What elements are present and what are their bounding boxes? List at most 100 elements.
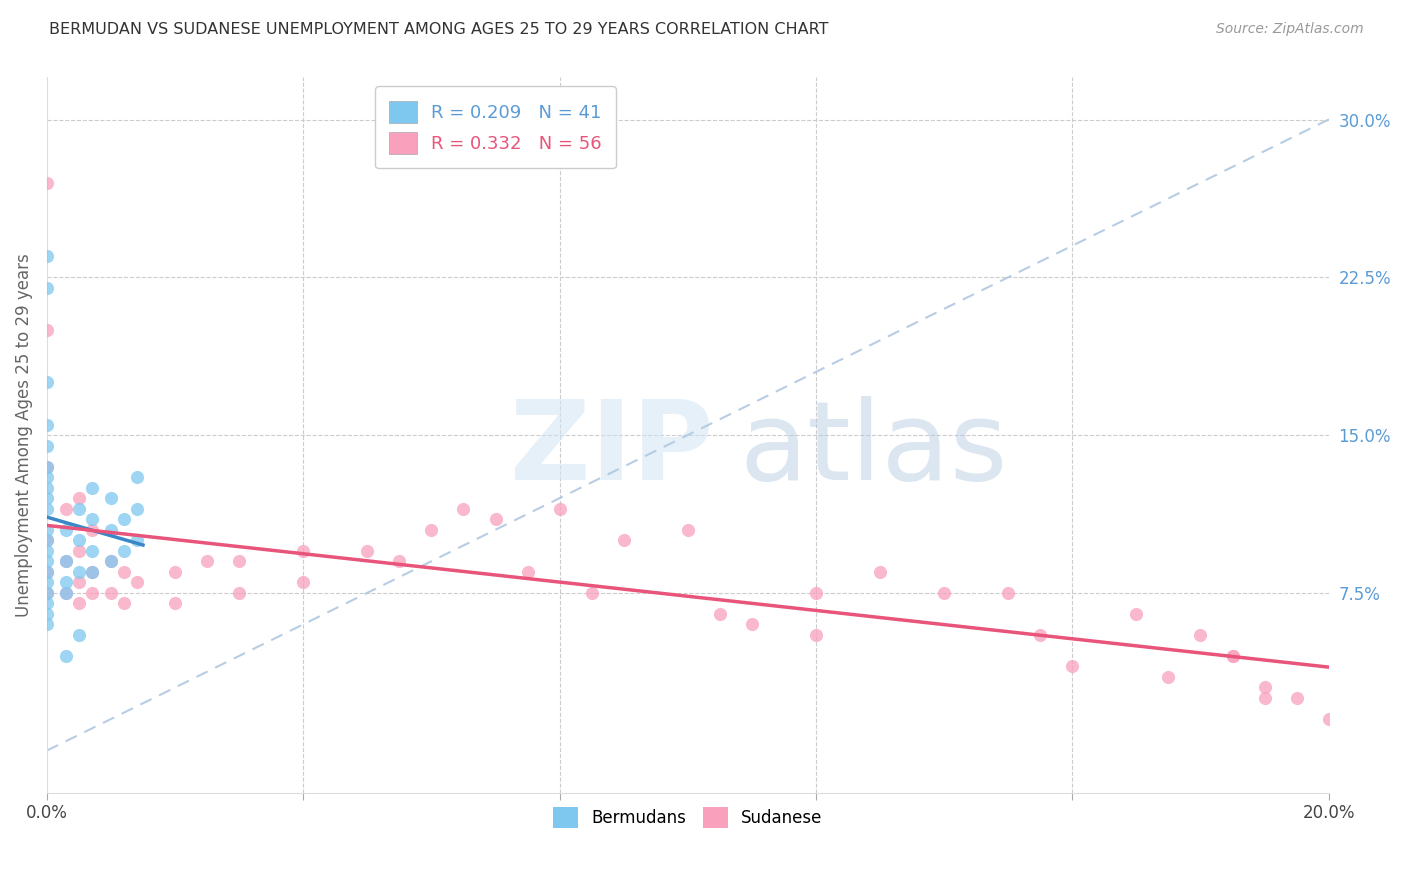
- Point: [35, 376, 58, 390]
- Point: [869, 565, 891, 579]
- Point: [112, 512, 135, 526]
- Point: [35, 459, 58, 474]
- Point: [67, 575, 90, 590]
- Text: BERMUDAN VS SUDANESE UNEMPLOYMENT AMONG AGES 25 TO 29 YEARS CORRELATION CHART: BERMUDAN VS SUDANESE UNEMPLOYMENT AMONG …: [49, 22, 828, 37]
- Point: [55, 575, 77, 590]
- Point: [1253, 691, 1275, 706]
- Point: [932, 586, 955, 600]
- Point: [453, 501, 475, 516]
- Point: [55, 523, 77, 537]
- Point: [80, 481, 103, 495]
- Point: [67, 565, 90, 579]
- Point: [100, 554, 122, 568]
- Point: [67, 491, 90, 505]
- Point: [165, 596, 187, 610]
- Point: [67, 533, 90, 548]
- Point: [55, 554, 77, 568]
- Point: [35, 543, 58, 558]
- Point: [1029, 628, 1052, 642]
- Point: [67, 628, 90, 642]
- Point: [67, 543, 90, 558]
- Point: [35, 459, 58, 474]
- Point: [1222, 648, 1244, 663]
- Point: [35, 523, 58, 537]
- Point: [292, 575, 315, 590]
- Y-axis label: Unemployment Among Ages 25 to 29 years: Unemployment Among Ages 25 to 29 years: [15, 253, 32, 617]
- Point: [804, 586, 827, 600]
- Point: [165, 565, 187, 579]
- Point: [80, 565, 103, 579]
- Point: [80, 512, 103, 526]
- Point: [35, 439, 58, 453]
- Point: [1317, 712, 1340, 726]
- Point: [100, 554, 122, 568]
- Point: [997, 586, 1019, 600]
- Point: [613, 533, 636, 548]
- Point: [80, 586, 103, 600]
- Point: [125, 501, 148, 516]
- Point: [35, 596, 58, 610]
- Point: [35, 417, 58, 432]
- Point: [67, 596, 90, 610]
- Point: [80, 543, 103, 558]
- Point: [228, 554, 250, 568]
- Point: [356, 543, 378, 558]
- Point: [35, 565, 58, 579]
- Point: [35, 586, 58, 600]
- Point: [548, 501, 571, 516]
- Point: [125, 533, 148, 548]
- Point: [35, 586, 58, 600]
- Point: [228, 586, 250, 600]
- Point: [709, 607, 731, 621]
- Point: [80, 523, 103, 537]
- Legend: Bermudans, Sudanese: Bermudans, Sudanese: [547, 801, 830, 834]
- Point: [125, 575, 148, 590]
- Point: [35, 501, 58, 516]
- Point: [35, 554, 58, 568]
- Point: [67, 501, 90, 516]
- Point: [55, 586, 77, 600]
- Point: [581, 586, 603, 600]
- Point: [1189, 628, 1212, 642]
- Point: [100, 491, 122, 505]
- Point: [100, 523, 122, 537]
- Point: [1062, 659, 1084, 673]
- Point: [292, 543, 315, 558]
- Point: [1222, 648, 1244, 663]
- Point: [55, 648, 77, 663]
- Point: [35, 565, 58, 579]
- Point: [55, 501, 77, 516]
- Text: ZIP: ZIP: [510, 396, 713, 503]
- Point: [100, 586, 122, 600]
- Point: [35, 533, 58, 548]
- Text: Source: ZipAtlas.com: Source: ZipAtlas.com: [1216, 22, 1364, 37]
- Point: [1253, 681, 1275, 695]
- Point: [516, 565, 538, 579]
- Point: [1157, 670, 1180, 684]
- Point: [388, 554, 411, 568]
- Point: [35, 323, 58, 337]
- Point: [35, 470, 58, 484]
- Point: [112, 565, 135, 579]
- Point: [676, 523, 699, 537]
- Point: [35, 491, 58, 505]
- Point: [80, 565, 103, 579]
- Point: [35, 617, 58, 632]
- Point: [35, 249, 58, 263]
- Point: [741, 617, 763, 632]
- Text: atlas: atlas: [740, 396, 1008, 503]
- Point: [35, 607, 58, 621]
- Point: [55, 586, 77, 600]
- Point: [804, 628, 827, 642]
- Point: [35, 533, 58, 548]
- Point: [420, 523, 443, 537]
- Point: [484, 512, 506, 526]
- Point: [35, 281, 58, 295]
- Point: [35, 176, 58, 190]
- Point: [112, 543, 135, 558]
- Point: [35, 481, 58, 495]
- Point: [195, 554, 218, 568]
- Point: [55, 554, 77, 568]
- Point: [125, 470, 148, 484]
- Point: [1285, 691, 1308, 706]
